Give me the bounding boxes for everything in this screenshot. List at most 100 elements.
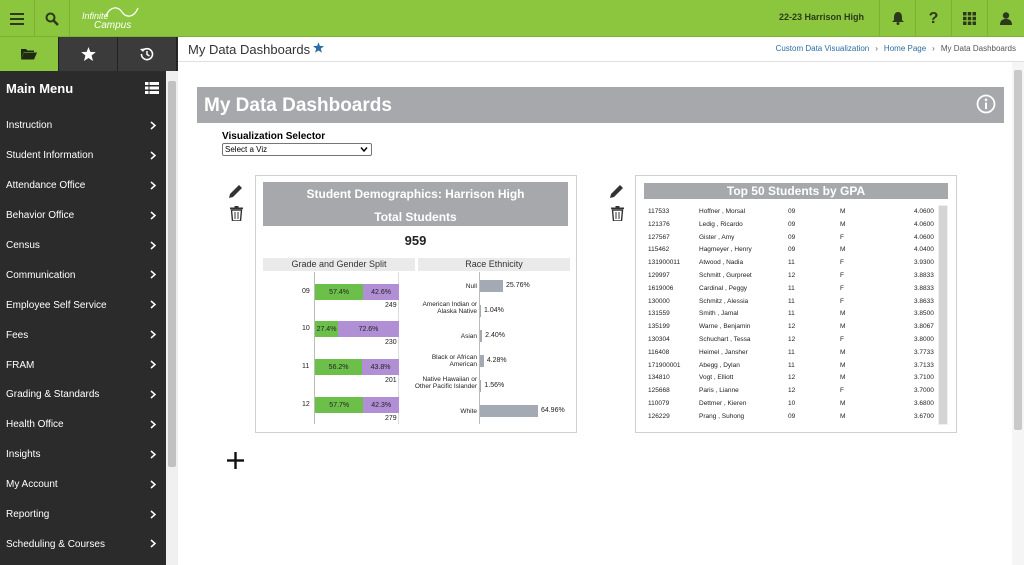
gender-bar-male[interactable]: 72.6%	[338, 321, 399, 337]
gpa-cell-grade: 11	[788, 348, 795, 356]
chevron-right-icon	[150, 240, 156, 250]
history-icon	[140, 47, 154, 61]
infinite-campus-logo[interactable]: Infinite Campus	[82, 6, 144, 32]
race-category-label: White	[460, 407, 477, 415]
breadcrumb-home-page[interactable]: Home Page	[883, 44, 927, 53]
table-row[interactable]: 171900001 Abegg , Dylan 11 M 3.7133	[648, 360, 938, 373]
table-row[interactable]: 121376 Ledig , Ricardo 09 M 4.0600	[648, 219, 938, 232]
tab-history[interactable]	[118, 37, 177, 71]
table-row[interactable]: 115462 Hagmeyer , Henry 09 M 4.0400	[648, 244, 938, 257]
gender-bar-female[interactable]: 56.2%	[315, 359, 363, 375]
favorite-star-icon[interactable]	[313, 42, 324, 53]
user-account-button[interactable]	[987, 0, 1023, 37]
gender-bar-female[interactable]: 57.7%	[315, 397, 364, 413]
race-bar[interactable]	[480, 380, 482, 392]
sidebar-item[interactable]: Grading & Standards	[0, 380, 166, 410]
gender-bar-female[interactable]: 27.4%	[315, 321, 339, 337]
main-scroll-thumb[interactable]	[1014, 70, 1022, 430]
delete-demographics-trash-icon[interactable]	[230, 206, 243, 221]
table-row[interactable]: 110079 Dettmer , Kieren 10 M 3.6800	[648, 398, 938, 411]
sidebar-item[interactable]: Student Information	[0, 141, 166, 171]
visualization-selector-dropdown[interactable]: Select a Viz	[222, 143, 372, 156]
table-row[interactable]: 130000 Schmitz , Alessia 11 F 3.8633	[648, 296, 938, 309]
gpa-cell-gpa: 3.8500	[914, 310, 934, 318]
help-button[interactable]: ?	[915, 0, 951, 37]
sidebar-item[interactable]: FRAM	[0, 350, 166, 380]
breadcrumb-custom-data-viz[interactable]: Custom Data Visualization	[775, 44, 870, 53]
sidebar-item[interactable]: Attendance Office	[0, 171, 166, 201]
race-bar[interactable]	[480, 405, 538, 417]
gender-bar-male[interactable]: 43.8%	[362, 359, 399, 375]
gpa-title: Top 50 Students by GPA	[644, 183, 948, 199]
sidebar-item[interactable]: Insights	[0, 440, 166, 470]
gpa-cell-gender: F	[840, 233, 844, 241]
table-row[interactable]: 125668 Paris , Lianne 12 F 3.7000	[648, 385, 938, 398]
gpa-cell-id: 135199	[648, 323, 670, 331]
gender-bar-male[interactable]: 42.3%	[363, 397, 399, 413]
sidebar-item-label: Instruction	[6, 120, 53, 132]
race-bar[interactable]	[480, 280, 503, 292]
search-icon	[45, 12, 59, 26]
add-visualization-plus-icon[interactable]	[227, 452, 244, 469]
table-row[interactable]: 1619006 Cardinal , Peggy 11 F 3.8833	[648, 283, 938, 296]
table-row[interactable]: 135199 Warne , Benjamin 12 M 3.8067	[648, 321, 938, 334]
tab-folder[interactable]	[0, 37, 59, 71]
edit-gpa-pencil-icon[interactable]	[610, 184, 624, 198]
gender-grade-label: 11	[302, 363, 310, 370]
race-bar[interactable]	[480, 330, 483, 342]
delete-gpa-trash-icon[interactable]	[611, 206, 624, 221]
table-row[interactable]: 116408 Heimel , Jansher 11 M 3.7733	[648, 347, 938, 360]
sidebar-item[interactable]: Communication	[0, 260, 166, 290]
info-icon[interactable]	[976, 94, 996, 114]
tab-favorites[interactable]	[59, 37, 118, 71]
table-row[interactable]: 126229 Prang , Suhong 09 M 3.6700	[648, 411, 938, 424]
chevron-right-icon	[150, 420, 156, 429]
chevron-right-icon	[150, 270, 156, 280]
main-scrollbar[interactable]	[1012, 62, 1024, 565]
sidebar-item[interactable]: Scheduling & Courses	[0, 529, 166, 559]
gender-bar-male[interactable]: 42.6%	[363, 284, 399, 300]
gpa-cell-grade: 09	[788, 412, 796, 420]
table-row[interactable]: 130304 Schuchart , Tessa 12 F 3.8000	[648, 334, 938, 347]
sidebar-item[interactable]: Census	[0, 231, 166, 261]
gpa-cell-gender: M	[840, 323, 846, 331]
race-bar[interactable]	[480, 355, 484, 367]
sidebar-item[interactable]: Employee Self Service	[0, 290, 166, 320]
sidebar-item[interactable]: Instruction	[0, 111, 166, 141]
table-row[interactable]: 131559 Smith , Jamal 11 M 3.8500	[648, 308, 938, 321]
notifications-button[interactable]	[879, 0, 915, 37]
gpa-scroll-thumb[interactable]	[939, 206, 947, 424]
race-category-label: Null	[465, 282, 477, 290]
sidebar-item[interactable]: Reporting	[0, 500, 166, 530]
sidebar-scrollbar[interactable]	[166, 71, 178, 565]
table-row[interactable]: 127567 Gister , Amy 09 F 4.0600	[648, 232, 938, 245]
sidebar-item[interactable]: My Account	[0, 470, 166, 500]
gpa-table-scrollbar[interactable]	[938, 205, 948, 425]
table-row[interactable]: 131900011 Atwood , Nadia 11 F 3.9300	[648, 257, 938, 270]
app-switcher-button[interactable]	[951, 0, 987, 37]
gpa-cell-id: 110079	[648, 400, 670, 407]
sidebar-item[interactable]: Fees	[0, 320, 166, 350]
main-menu-title: Main Menu	[6, 81, 74, 96]
table-row[interactable]: 117533 Hoffner , Morsal 09 M 4.0600	[648, 206, 938, 219]
gpa-cell-id: 126229	[648, 412, 670, 420]
sidebar-item[interactable]: Health Office	[0, 410, 166, 440]
breadcrumb-current: My Data Dashboards	[940, 44, 1016, 53]
sidebar-item[interactable]: Behavior Office	[0, 201, 166, 231]
edit-demographics-pencil-icon[interactable]	[229, 184, 243, 198]
race-ethnicity-title: Race Ethnicity	[418, 258, 570, 271]
gender-bar-female[interactable]: 57.4%	[315, 284, 364, 300]
gpa-cell-gpa: 4.0400	[914, 246, 934, 254]
sidebar-scroll-thumb[interactable]	[168, 81, 176, 467]
hamburger-menu-button[interactable]	[0, 0, 35, 37]
chevron-right-icon	[150, 151, 156, 160]
school-year-selector[interactable]: 22-23 Harrison High	[778, 12, 864, 22]
gpa-cell-grade: 09	[788, 246, 796, 254]
list-view-icon[interactable]	[145, 82, 159, 94]
hamburger-icon	[10, 12, 24, 25]
race-bar[interactable]	[480, 305, 481, 317]
table-row[interactable]: 129997 Schmitt , Gurpreet 12 F 3.8833	[648, 270, 938, 283]
search-button[interactable]	[35, 0, 70, 37]
table-row[interactable]: 134810 Vogt , Elliott 12 M 3.7100	[648, 372, 938, 385]
gpa-cell-id: 130304	[648, 336, 670, 343]
